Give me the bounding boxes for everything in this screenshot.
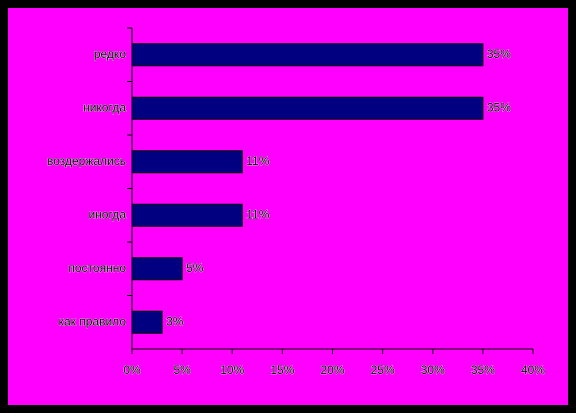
y-tick-label: иногда — [88, 207, 126, 221]
y-tick-label: постоянно — [68, 261, 126, 275]
x-tick-label: 30% — [421, 363, 445, 377]
chart-area — [8, 8, 568, 405]
bar — [131, 150, 243, 174]
bar — [131, 203, 243, 227]
value-label: 35% — [487, 100, 511, 114]
y-tick-label: как правило — [58, 314, 126, 328]
x-tick-label: 20% — [320, 363, 344, 377]
x-tick-label: 5% — [173, 363, 191, 377]
bar — [131, 310, 163, 334]
value-label: 11% — [246, 154, 269, 168]
value-label: 35% — [487, 47, 511, 61]
x-tick-label: 15% — [270, 363, 294, 377]
bar — [131, 96, 484, 120]
y-tick-label: воздержались — [47, 154, 126, 168]
y-tick-label: никогда — [83, 100, 126, 114]
bar — [131, 43, 484, 67]
x-tick-label: 10% — [220, 363, 244, 377]
value-label: 3% — [166, 314, 184, 328]
bar — [131, 257, 183, 281]
x-tick-label: 0% — [123, 363, 141, 377]
value-label: 11% — [246, 207, 269, 221]
x-tick-label: 25% — [371, 363, 395, 377]
x-tick-label: 40% — [521, 363, 545, 377]
value-label: 5% — [186, 261, 204, 275]
x-tick-label: 35% — [471, 363, 495, 377]
y-tick-label: редко — [94, 47, 126, 61]
